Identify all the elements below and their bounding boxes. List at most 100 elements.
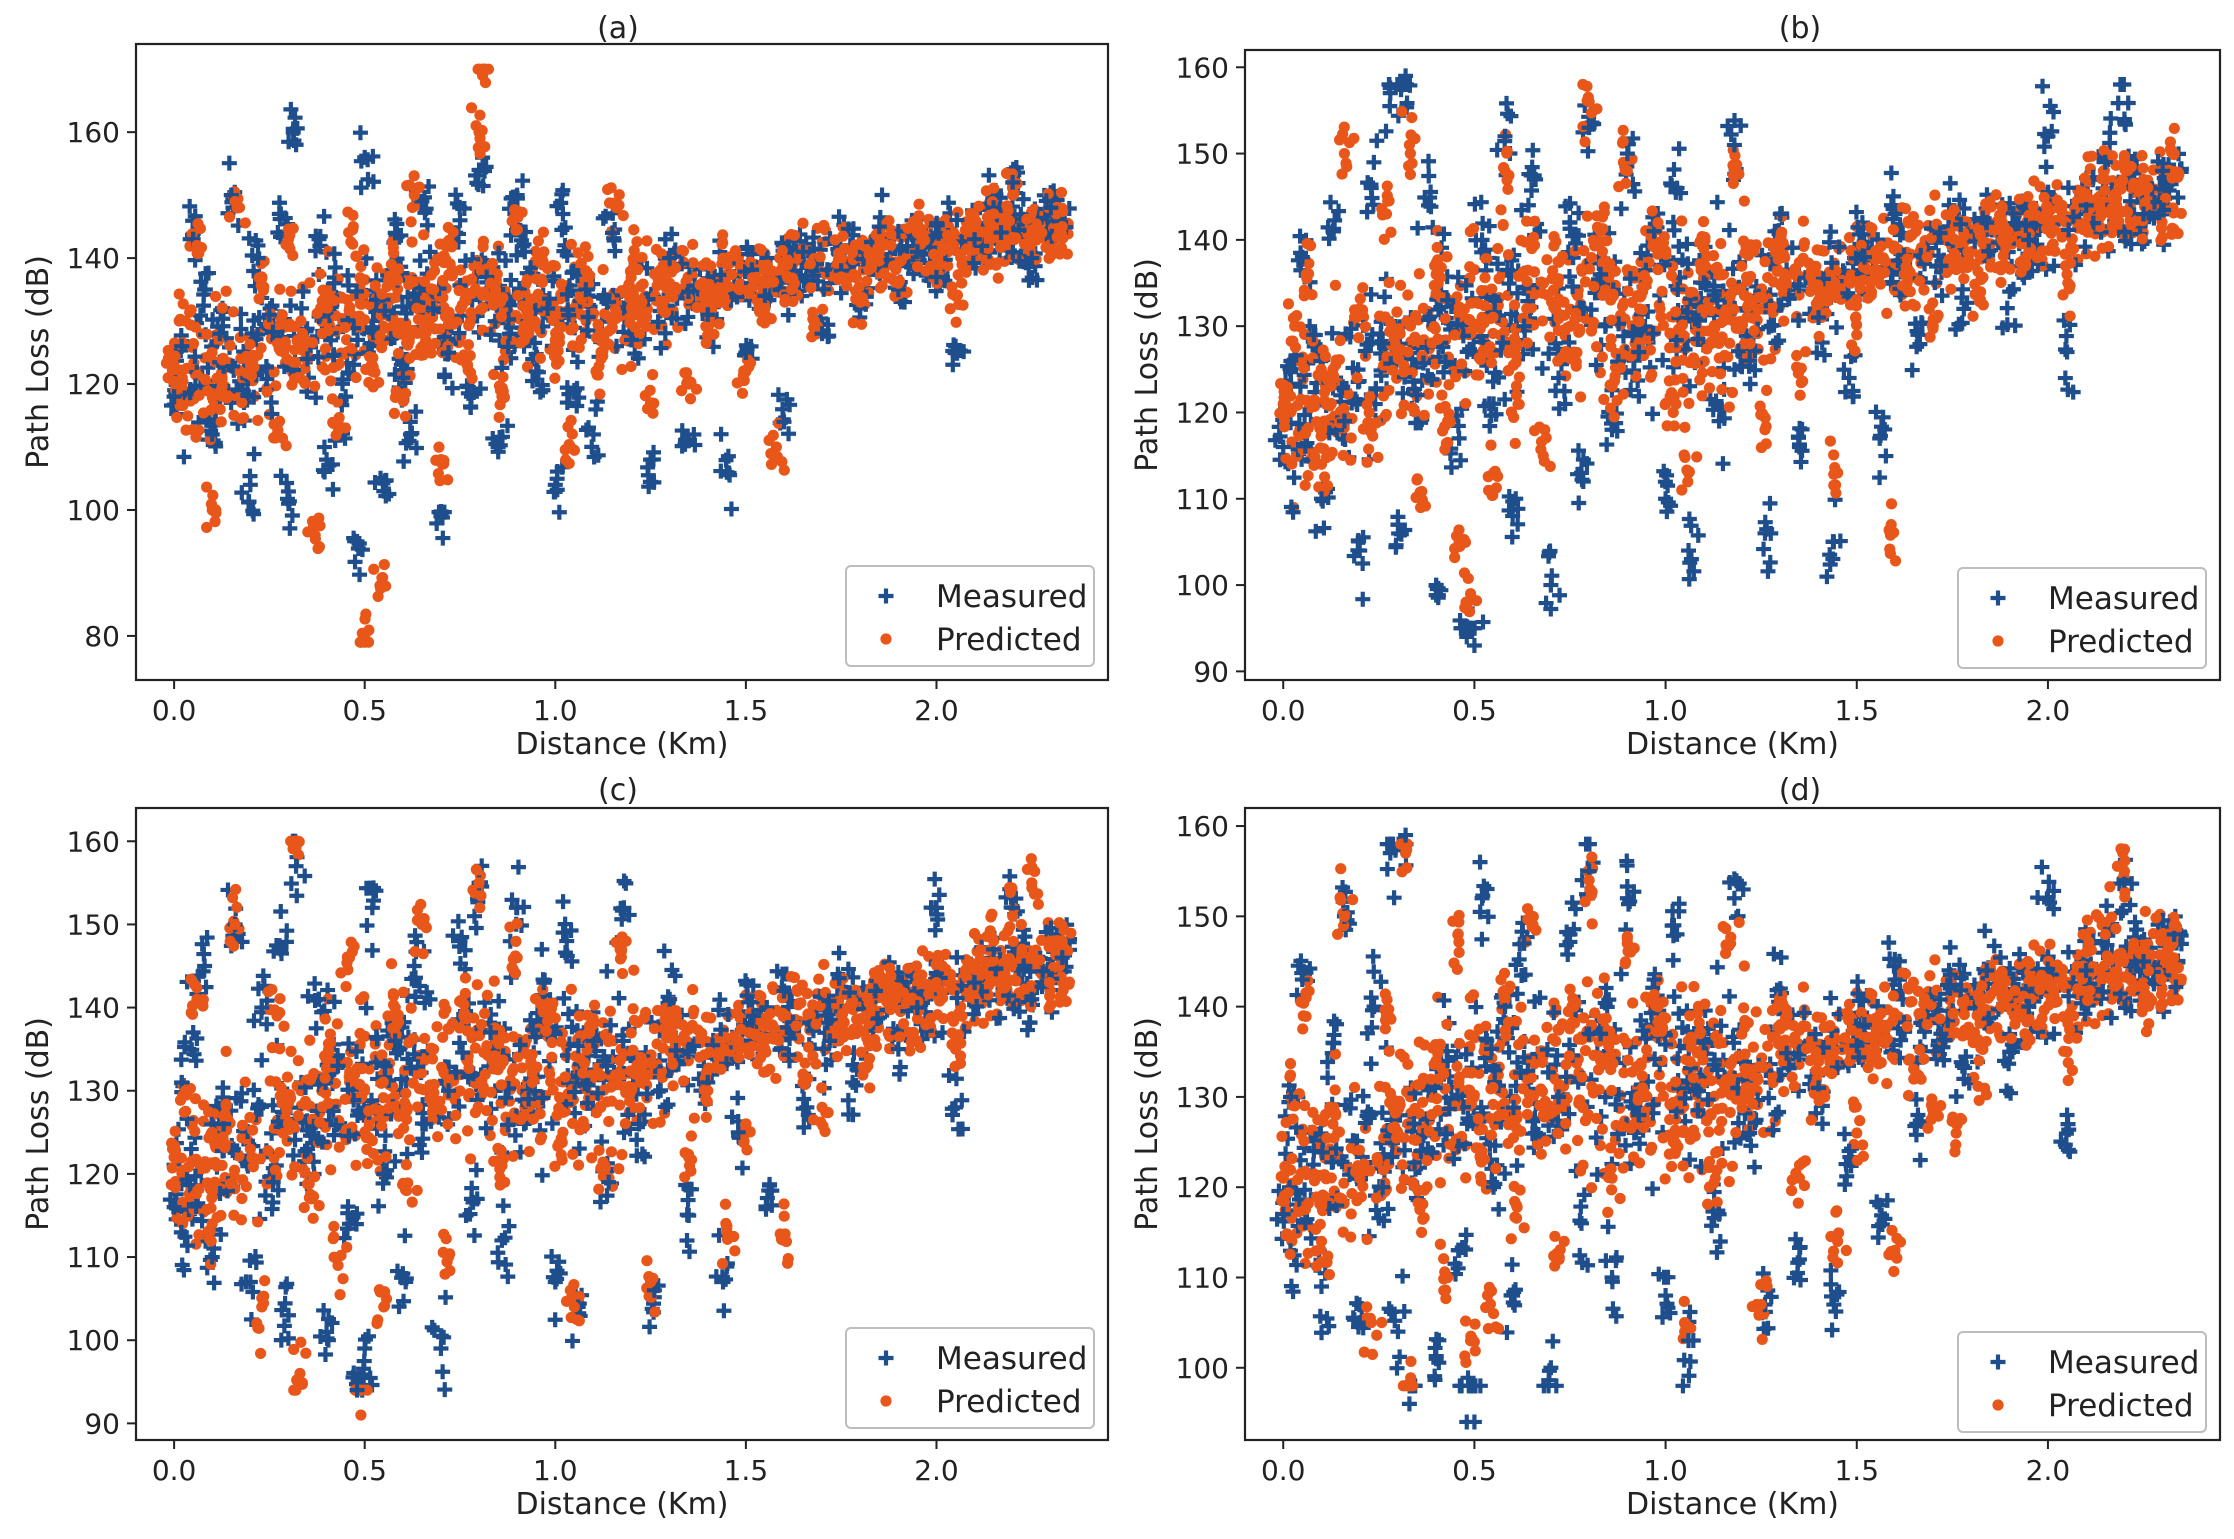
predicted-point	[767, 429, 779, 441]
predicted-point	[1289, 320, 1301, 332]
measured-point	[2040, 128, 2056, 144]
measured-point	[364, 319, 380, 335]
predicted-point	[1950, 251, 1962, 263]
predicted-point	[2080, 191, 2092, 203]
predicted-point	[1455, 358, 1468, 370]
predicted-point	[1645, 371, 1657, 383]
predicted-point	[740, 365, 752, 378]
measured-point	[2058, 328, 2074, 344]
predicted-point	[1463, 314, 1476, 326]
predicted-point	[2079, 218, 2091, 230]
predicted-point	[511, 208, 523, 220]
measured-point	[1015, 191, 1031, 207]
measured-point	[1510, 516, 1526, 532]
y-tick-label: 100	[67, 494, 120, 527]
predicted-point	[1683, 397, 1695, 409]
predicted-point	[1698, 242, 1710, 255]
predicted-point	[1479, 272, 1491, 284]
measured-point	[1424, 372, 1440, 388]
predicted-point	[705, 260, 717, 272]
predicted-point	[1396, 105, 1408, 118]
measured-point	[1499, 262, 1515, 278]
predicted-point	[700, 292, 713, 304]
predicted-point	[1570, 356, 1582, 368]
predicted-point	[1422, 388, 1435, 400]
predicted-point	[2110, 159, 2122, 171]
predicted-point	[2042, 208, 2054, 220]
predicted-point	[1415, 493, 1427, 505]
measured-point	[549, 198, 565, 214]
measured-point	[1399, 95, 1415, 111]
predicted-point	[443, 309, 455, 322]
measured-point	[241, 494, 257, 510]
predicted-point	[1351, 372, 1363, 384]
predicted-point	[228, 409, 240, 421]
predicted-point	[1392, 346, 1404, 358]
measured-point	[840, 221, 856, 237]
predicted-point	[477, 63, 489, 75]
predicted-point	[179, 315, 192, 327]
measured-point	[1837, 384, 1853, 400]
predicted-point	[1539, 424, 1551, 436]
predicted-point	[776, 245, 788, 257]
predicted-point	[2019, 260, 2031, 272]
predicted-point	[289, 373, 301, 385]
y-axis-label: Path Loss (dB)	[1130, 258, 1165, 472]
predicted-point	[721, 258, 733, 270]
predicted-point	[171, 411, 183, 424]
measured-point	[1475, 215, 1491, 231]
predicted-point	[1948, 204, 1960, 216]
predicted-point	[1318, 443, 1330, 455]
predicted-point	[723, 280, 735, 293]
measured-point	[1791, 312, 1807, 328]
measured-point	[1571, 228, 1587, 244]
predicted-point	[2056, 206, 2068, 218]
predicted-point	[1851, 329, 1863, 341]
measured-point	[1408, 415, 1424, 431]
predicted-point	[1380, 408, 1392, 421]
x-tick-label: 0.5	[342, 694, 387, 727]
predicted-point	[257, 284, 269, 297]
measured-point	[1378, 123, 1394, 139]
predicted-point	[968, 221, 981, 233]
measured-point	[1336, 413, 1352, 429]
measured-point	[1323, 194, 1339, 210]
predicted-point	[1656, 285, 1668, 297]
measured-point	[265, 324, 281, 340]
measured-point	[1883, 165, 1899, 181]
measured-point	[235, 382, 251, 398]
predicted-point	[199, 374, 211, 386]
predicted-point	[325, 375, 337, 387]
predicted-point	[1436, 389, 1448, 401]
predicted-point	[1927, 320, 1939, 332]
predicted-point	[647, 369, 659, 381]
measured-point	[534, 377, 550, 393]
panel-title: (c)	[598, 773, 638, 808]
measured-point	[1543, 577, 1559, 593]
predicted-point	[463, 319, 475, 332]
predicted-point	[418, 229, 430, 241]
measured-point	[1747, 362, 1763, 378]
predicted-point	[376, 288, 388, 300]
predicted-point	[1729, 149, 1741, 162]
measured-point	[1538, 595, 1554, 611]
predicted-point	[2156, 231, 2169, 243]
predicted-point	[734, 284, 746, 296]
measured-point	[383, 331, 399, 347]
predicted-point	[392, 347, 405, 360]
predicted-point	[555, 278, 567, 290]
measured-point	[326, 275, 342, 291]
measured-point	[1681, 543, 1697, 559]
measured-point	[452, 212, 468, 228]
predicted-point	[892, 277, 904, 289]
predicted-point	[1918, 284, 1930, 296]
predicted-point	[297, 375, 309, 387]
predicted-point	[401, 337, 413, 349]
predicted-point	[1724, 337, 1736, 349]
measured-point	[1275, 439, 1291, 455]
measured-point	[1631, 388, 1647, 404]
predicted-point	[462, 289, 474, 301]
predicted-point	[1945, 283, 1957, 295]
predicted-point	[788, 229, 801, 241]
predicted-point	[1315, 458, 1328, 470]
